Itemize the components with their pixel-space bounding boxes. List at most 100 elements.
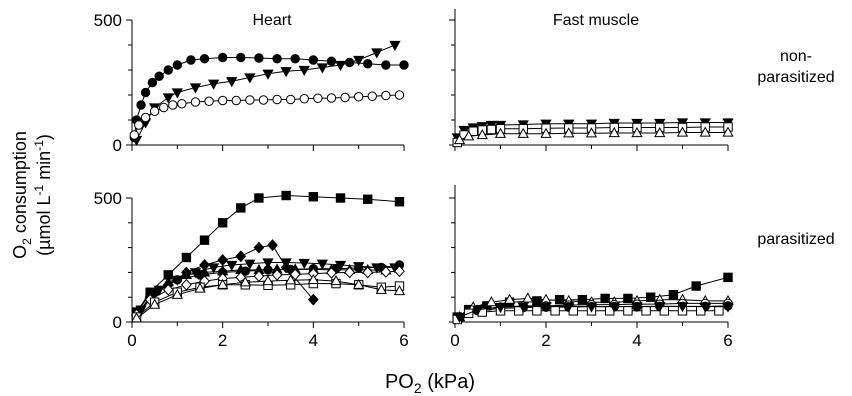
panel-bottom-right: 0 2 4 6 [449,185,734,350]
fast-muscle-column-title: Fast muscle [553,12,639,29]
y-axis-title: O2 consumption (µmol L-1 min-1) [10,131,54,259]
data-point-triangle-down-filled [334,60,347,72]
data-point-circle-open [129,130,139,140]
data-point-triangle-up-open [631,126,643,138]
data-point-triangle-down-filled [244,259,256,270]
data-point-square-open [714,306,724,316]
data-point-circle-filled [154,71,164,81]
data-point-diamond-open [289,268,301,281]
data-point-circle-filled [254,53,264,63]
data-point-triangle-up-open [307,273,319,284]
data-point-circle-filled [272,54,282,64]
data-point-circle-filled [140,87,151,98]
data-point-triangle-down-filled [494,303,507,314]
data-point-square-filled [691,281,701,291]
row-label-parasitized: parasitized [757,231,834,248]
data-point-triangle-up-open [285,274,297,285]
data-point-circle-open [394,90,405,100]
data-point-circle-open [177,99,187,109]
data-point-triangle-down-filled [262,69,274,80]
data-point-diamond-open [271,268,283,281]
data-point-diamond-filled [217,254,229,266]
data-point-triangle-up-open [503,293,516,304]
data-point-square-filled [363,194,373,204]
data-point-circle-filled [217,52,228,63]
data-point-triangle-down-filled [722,302,734,313]
row-label-nonparasitized-line2: parasitized [757,69,834,86]
x-tick-label: 0 [450,331,459,350]
data-point-square-filled [181,252,192,263]
data-point-triangle-down-filled [371,48,383,59]
data-point-triangle-down-filled [631,302,643,313]
data-point-triangle-down-filled [563,302,575,313]
data-point-triangle-down-filled [540,302,552,313]
data-point-triangle-up-open [476,128,488,140]
y-tick-label: 0 [113,313,122,332]
series-circle-filled [129,52,409,143]
data-point-triangle-down-filled [280,258,292,269]
data-point-triangle-down-filled [389,40,401,52]
row-label-nonparasitized-line1: non- [780,48,812,65]
data-point-square-filled [217,218,228,228]
svg-text:O2 consumption: O2 consumption [10,131,34,259]
data-point-circle-filled [363,59,373,69]
data-point-circle-open [134,120,144,130]
data-point-diamond-filled [253,241,265,254]
panel-top-right [449,9,734,151]
data-point-triangle-down-filled [189,83,202,94]
series-triangle-down-filled [453,302,734,324]
data-point-circle-filled [353,263,364,273]
data-point-triangle-up-open [676,126,689,137]
data-point-square-filled [668,290,679,300]
data-point-triangle-down-filled [162,93,174,104]
series-line [457,310,719,320]
data-point-square-filled [723,272,733,283]
data-point-circle-open [258,95,269,105]
data-point-circle-open [231,95,241,106]
data-point-triangle-up-open [563,127,575,138]
data-point-circle-filled [381,60,391,70]
heart-column-title: Heart [252,12,292,29]
series-circle-open [129,90,405,140]
data-point-circle-filled [149,287,160,297]
data-point-triangle-down-filled [207,263,220,274]
data-point-triangle-down-filled [171,88,183,99]
data-point-square-open [532,306,542,316]
data-point-circle-filled [147,77,158,88]
data-point-triangle-up-open [608,126,620,138]
data-point-triangle-down-filled [654,302,666,313]
data-point-diamond-open [344,266,355,279]
data-point-triangle-down-filled [207,79,220,90]
data-point-circle-open [149,106,160,116]
data-point-circle-filled [240,266,251,276]
data-point-triangle-down-filled [298,258,310,270]
x-tick-label: 6 [399,331,408,350]
panel-top-left: 0 500 [94,11,409,155]
data-point-square-filled [645,292,656,302]
data-point-diamond-open [394,265,405,278]
data-point-circle-filled [172,60,183,70]
data-point-triangle-up-open [585,127,598,138]
series-triangle-up-open [130,273,406,323]
data-point-circle-filled [172,275,183,285]
data-point-circle-open [190,97,201,107]
data-point-triangle-down-filled [262,258,274,269]
data-point-circle-open [299,94,309,104]
data-point-circle-filled [236,52,246,63]
data-point-circle-filled [399,60,409,70]
data-point-circle-open [217,95,228,106]
data-point-circle-open [168,100,178,110]
x-tick-label: 0 [127,331,136,350]
x-tick-label: 2 [541,331,550,350]
panel-bottom-left: 0 500 0 2 4 6 [94,189,409,350]
data-point-circle-filled [163,65,173,75]
data-point-triangle-down-filled [244,73,256,84]
data-point-triangle-up-open [393,284,406,296]
data-point-circle-open [159,102,169,113]
data-point-circle-open [285,94,296,105]
data-point-triangle-down-filled [226,260,238,271]
x-axis-title: PO2 (kPa) [385,371,475,396]
data-point-circle-open [313,93,323,103]
data-point-square-open [486,124,497,135]
data-point-circle-open [326,93,337,103]
